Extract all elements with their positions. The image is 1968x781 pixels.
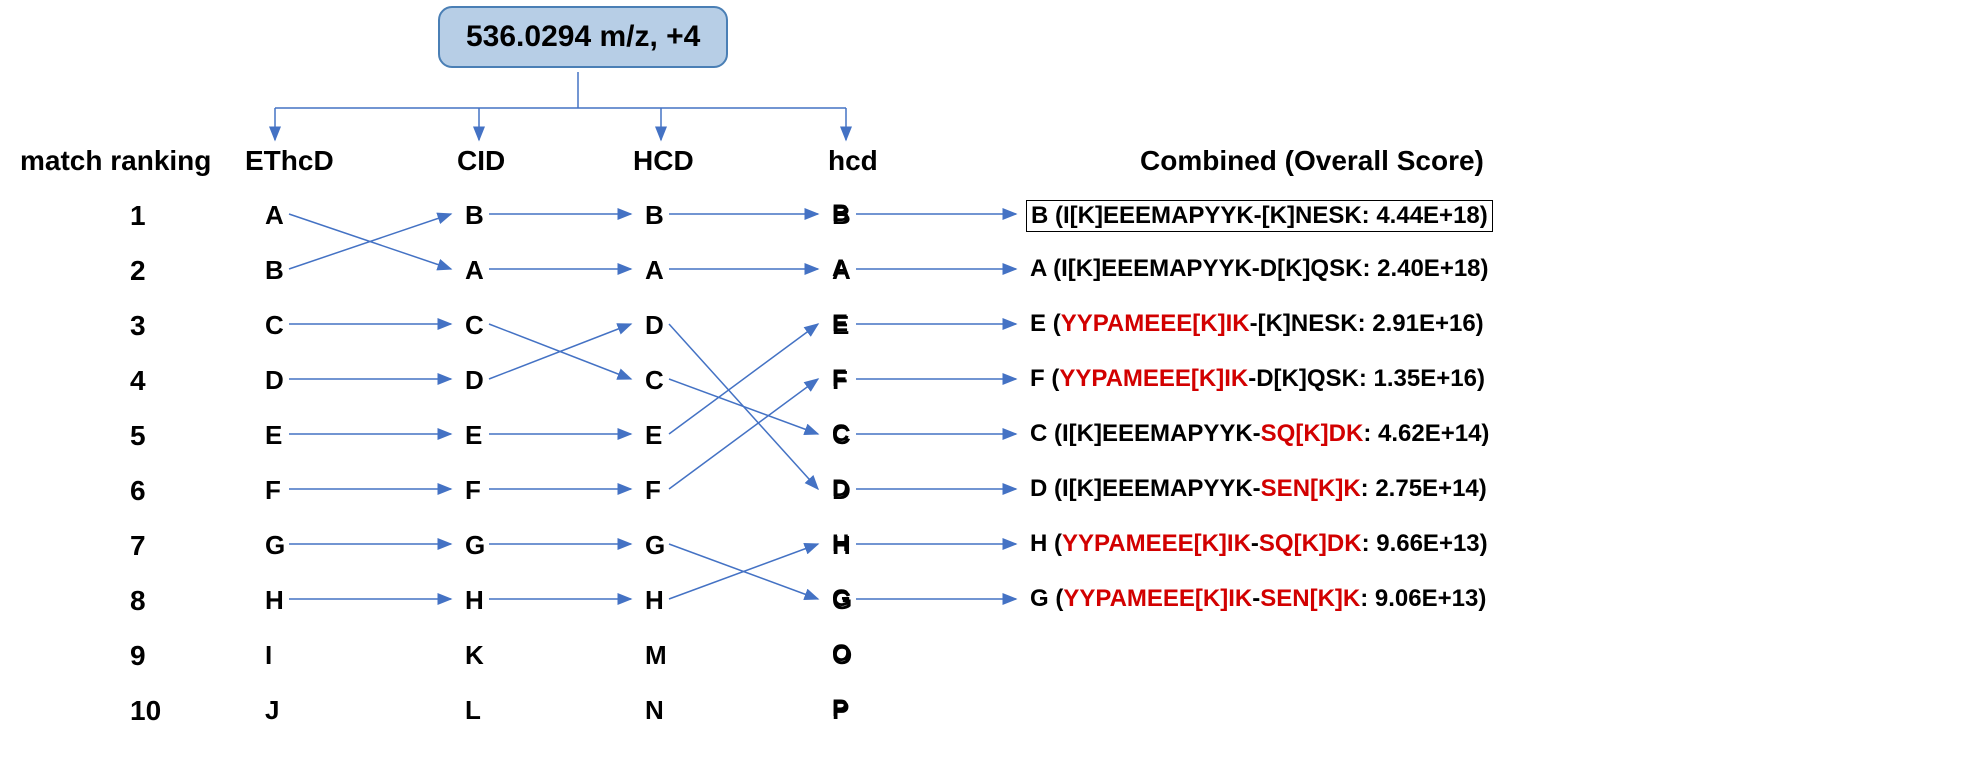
combined-row-7: H (YYPAMEEE[K]IK-SQ[K]DK: 9.66E+13) [1030, 530, 1488, 558]
col-header-hcd2: hcd [828, 145, 878, 177]
ethcd-row-5: E [265, 420, 282, 451]
hcd-row-6: F [645, 475, 661, 506]
cid-row-3: C [465, 310, 484, 341]
ethcd-row-9: I [265, 640, 272, 671]
ethcd-row-8: H [265, 585, 284, 616]
ethcd-row-2: B [265, 255, 284, 286]
hcd2-row-3: E [832, 310, 849, 341]
hcd2-row-1: B [832, 200, 851, 231]
combined-text-part: YYPAMEEE[K]IK [1063, 585, 1252, 612]
combined-row-2: A (I[K]EEEMAPYYK-D[K]QSK: 2.40E+18) [1030, 255, 1489, 283]
combined-text-part: SQ[K]DK [1261, 420, 1364, 447]
combined-row-6: D (I[K]EEEMAPYYK-SEN[K]K: 2.75E+14) [1030, 475, 1487, 503]
hcd-row-1: B [645, 200, 664, 231]
hcd2-row-8: G [832, 585, 852, 616]
cid-row-7: G [465, 530, 485, 561]
rank-2: 2 [130, 255, 146, 287]
combined-text-part: YYPAMEEE[K]IK [1061, 310, 1250, 337]
combined-text-part: (I[K]EEEMAPYYK- [1054, 420, 1261, 447]
col-header-hcd: HCD [633, 145, 694, 177]
combined-text-part: ( [1054, 530, 1062, 557]
hcd2-row-6: D [832, 475, 851, 506]
combined-letter: G [1030, 585, 1055, 612]
combined-letter: F [1030, 365, 1051, 392]
rank-10: 10 [130, 695, 161, 727]
combined-row-1: B (I[K]EEEMAPYYK-[K]NESK: 4.44E+18) [1030, 200, 1493, 232]
cid-row-1: B [465, 200, 484, 231]
combined-letter: C [1030, 420, 1054, 447]
combined-text-part: SEN[K]K [1261, 475, 1361, 502]
hcd-row-7: G [645, 530, 665, 561]
combined-text-part: : 4.62E+14) [1363, 420, 1489, 447]
combined-text-part: - [1251, 530, 1259, 557]
rank-4: 4 [130, 365, 146, 397]
ethcd-row-6: F [265, 475, 281, 506]
ethcd-row-4: D [265, 365, 284, 396]
rank-8: 8 [130, 585, 146, 617]
combined-text-part: : 9.66E+13) [1362, 530, 1488, 557]
hcd-row-10: N [645, 695, 664, 726]
combined-text-part: ( [1053, 310, 1061, 337]
combined-text-part: SEN[K]K [1260, 585, 1360, 612]
combined-text-part: : 2.75E+14) [1361, 475, 1487, 502]
combined-text-part: YYPAMEEE[K]IK [1059, 365, 1248, 392]
combined-letter: B [1031, 202, 1055, 229]
arrow-layer [0, 0, 1968, 781]
hcd-row-8: H [645, 585, 664, 616]
ethcd-row-1: A [265, 200, 284, 231]
cid-row-10: L [465, 695, 481, 726]
combined-letter: E [1030, 310, 1053, 337]
combined-row-4: F (YYPAMEEE[K]IK-D[K]QSK: 1.35E+16) [1030, 365, 1485, 393]
combined-text-part: (I[K]EEEMAPYYK-D[K]QSK: 2.40E+18) [1053, 255, 1488, 282]
combined-text-part: : 9.06E+13) [1360, 585, 1486, 612]
combined-text-part: -[K]NESK: 2.91E+16) [1250, 310, 1484, 337]
combined-row-8: G (YYPAMEEE[K]IK-SEN[K]K: 9.06E+13) [1030, 585, 1486, 613]
cid-row-6: F [465, 475, 481, 506]
hcd2-row-4: F [832, 365, 848, 396]
cid-row-8: H [465, 585, 484, 616]
cid-row-2: A [465, 255, 484, 286]
rank-9: 9 [130, 640, 146, 672]
cid-row-9: K [465, 640, 484, 671]
cid-row-4: D [465, 365, 484, 396]
ethcd-row-3: C [265, 310, 284, 341]
precursor-box: 536.0294 m/z, +4 [438, 6, 728, 68]
hcd-row-3: D [645, 310, 664, 341]
hcd-row-9: M [645, 640, 667, 671]
combined-row-5: C (I[K]EEEMAPYYK-SQ[K]DK: 4.62E+14) [1030, 420, 1489, 448]
hcd2-row-2: A [832, 255, 851, 286]
rank-1: 1 [130, 200, 146, 232]
ethcd-row-7: G [265, 530, 285, 561]
col-header-combined: Combined (Overall Score) [1140, 145, 1484, 177]
hcd2-row-5: C [832, 420, 851, 451]
rank-5: 5 [130, 420, 146, 452]
col-header-cid: CID [457, 145, 505, 177]
ethcd-row-10: J [265, 695, 279, 726]
hcd2-row-10: P [832, 695, 849, 726]
combined-text-part: -D[K]QSK: 1.35E+16) [1248, 365, 1485, 392]
combined-letter: H [1030, 530, 1054, 557]
combined-text-part: SQ[K]DK [1259, 530, 1362, 557]
combined-text-part: (I[K]EEEMAPYYK- [1054, 475, 1261, 502]
hcd2-row-9: O [832, 640, 852, 671]
combined-text-part: (I[K]EEEMAPYYK-[K]NESK: 4.44E+18) [1055, 202, 1488, 229]
hcd-row-5: E [645, 420, 662, 451]
hcd2-row-7: H [832, 530, 851, 561]
hcd-row-4: C [645, 365, 664, 396]
hcd-row-2: A [645, 255, 664, 286]
rank-3: 3 [130, 310, 146, 342]
col-header-ethcd: EThcD [245, 145, 334, 177]
col-header-rank: match ranking [20, 145, 211, 177]
rank-6: 6 [130, 475, 146, 507]
combined-text-part: YYPAMEEE[K]IK [1062, 530, 1251, 557]
rank-7: 7 [130, 530, 146, 562]
combined-row-3: E (YYPAMEEE[K]IK-[K]NESK: 2.91E+16) [1030, 310, 1484, 338]
cid-row-5: E [465, 420, 482, 451]
combined-letter: A [1030, 255, 1053, 282]
combined-letter: D [1030, 475, 1054, 502]
